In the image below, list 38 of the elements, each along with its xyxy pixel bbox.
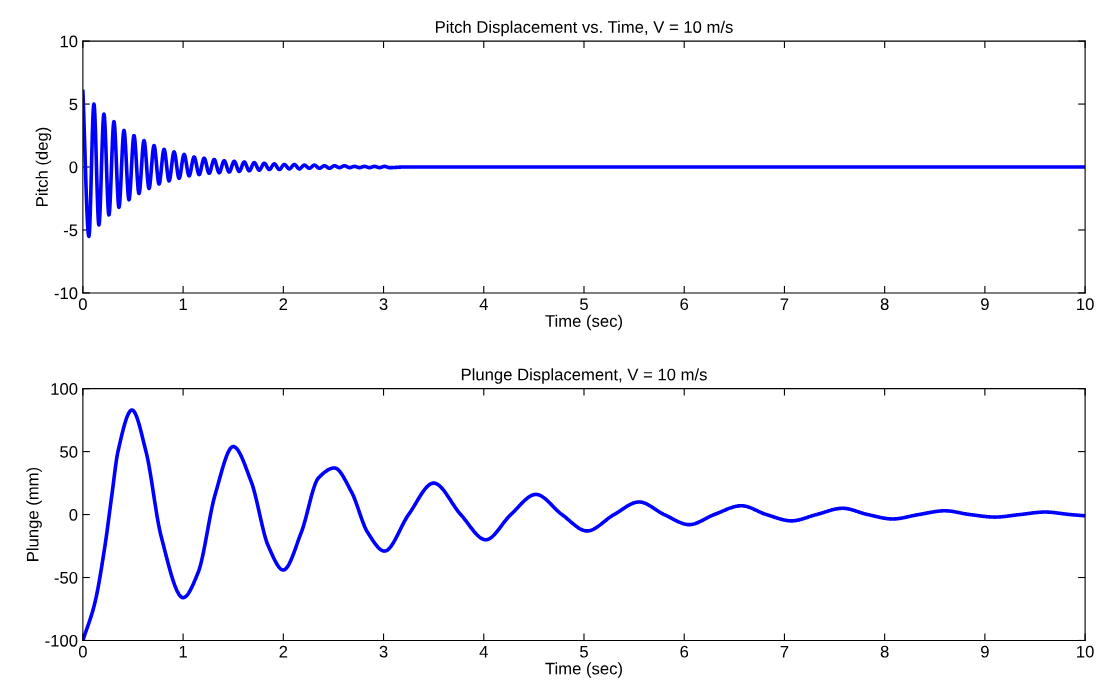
x-tick-label: 8: [880, 645, 889, 658]
x-tick-label: 9: [981, 298, 989, 311]
y-tick-label: -50: [54, 571, 78, 584]
x-tick-label: 1: [179, 645, 187, 658]
x-tick-label: 6: [680, 298, 689, 311]
x-tick-label: 4: [479, 645, 488, 658]
x-tick-label: 3: [379, 298, 388, 311]
x-tick-label: 10: [1077, 645, 1094, 658]
y-axis-title: Plunge (mm): [26, 467, 42, 561]
y-tick-label: 0: [69, 161, 78, 174]
x-tick-label: 10: [1077, 298, 1094, 311]
y-tick-label: 5: [69, 98, 78, 111]
chart-title: Pitch Displacement vs. Time, V = 10 m/s: [436, 20, 733, 37]
y-tick-label: -10: [54, 287, 78, 300]
y-tick-label: 50: [60, 446, 78, 458]
x-tick-label: 0: [78, 645, 87, 658]
chart-title: Plunge Displacement, V = 10 m/s: [461, 368, 707, 384]
y-axis-title: Pitch (deg): [35, 127, 52, 206]
x-tick-label: 4: [479, 298, 488, 310]
x-tick-label: 7: [780, 645, 789, 658]
x-tick-label: 5: [580, 645, 588, 658]
x-axis-title: Time (sec): [545, 314, 622, 331]
x-tick-label: 2: [279, 645, 288, 658]
x-tick-label: 5: [580, 298, 588, 311]
x-tick-label: 7: [780, 298, 789, 310]
y-tick-label: 0: [69, 508, 78, 521]
x-tick-label: 2: [279, 298, 288, 310]
x-tick-label: 6: [680, 645, 689, 658]
y-tick-label: -5: [63, 224, 78, 237]
y-tick-label: 100: [51, 383, 78, 395]
x-tick-label: 3: [379, 645, 388, 658]
x-tick-label: 0: [78, 298, 87, 311]
x-tick-label: 8: [880, 298, 889, 311]
x-tick-label: 1: [179, 298, 187, 310]
x-axis-title: Time (sec): [545, 662, 622, 678]
x-tick-label: 9: [981, 645, 989, 658]
y-tick-label: -100: [45, 634, 78, 647]
y-tick-label: 10: [60, 35, 78, 48]
